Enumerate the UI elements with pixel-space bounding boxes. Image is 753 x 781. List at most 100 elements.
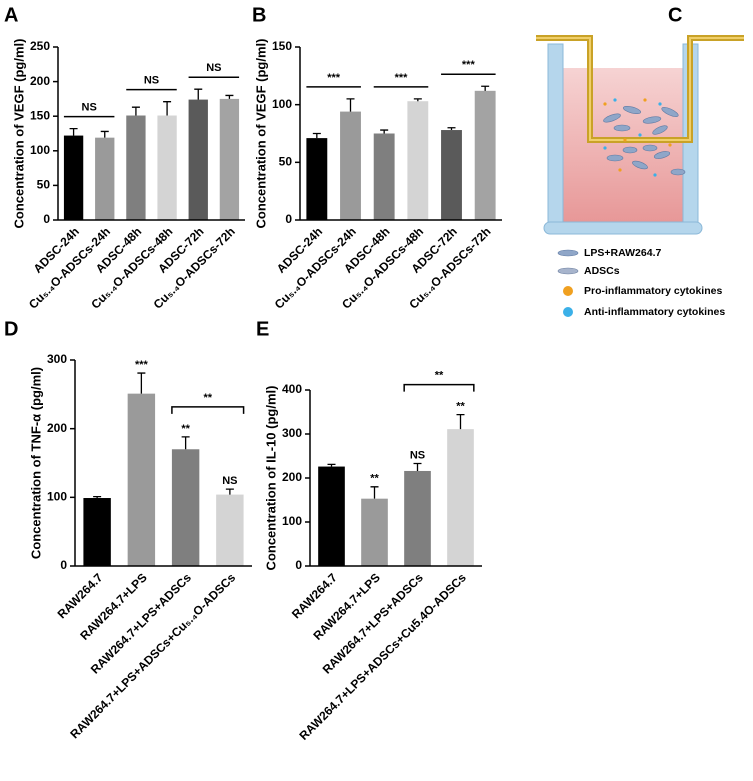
significance-label: **	[203, 392, 212, 404]
error-bar	[225, 94, 234, 99]
bar	[306, 138, 328, 220]
y-axis-label: Concentration of TNF-α (pg/ml)	[28, 367, 43, 559]
panel-letter: A	[4, 4, 18, 26]
y-tick-label: 100	[30, 143, 50, 157]
cytokines	[603, 98, 672, 177]
bar	[219, 98, 240, 220]
error-bar	[447, 127, 456, 131]
bar	[216, 494, 244, 566]
y-tick-label: 0	[295, 558, 302, 572]
bar	[404, 470, 431, 566]
y-tick-label: 400	[282, 382, 302, 396]
legend-icon	[557, 267, 579, 275]
y-tick-label: 100	[282, 514, 302, 528]
y-tick-label: 0	[43, 212, 50, 226]
legend: LPS+RAW264.7 ADSCs Pro-inflammatory cyto…	[557, 247, 725, 318]
bar	[474, 90, 496, 221]
significance-label: ***	[327, 72, 341, 84]
bar	[407, 101, 429, 220]
diagram: C LPS+RAW264.	[536, 4, 744, 318]
bar	[340, 111, 361, 220]
y-tick-label: 200	[282, 470, 302, 484]
significance-label: NS	[144, 75, 159, 87]
medium	[563, 68, 683, 224]
error-bar	[370, 486, 379, 499]
legend-icon	[557, 249, 579, 257]
error-bar	[181, 436, 190, 450]
bar	[188, 99, 208, 220]
y-tick-label: 50	[279, 155, 293, 169]
legend-icon	[563, 307, 573, 317]
panel-letter: D	[4, 318, 18, 340]
error-bar	[312, 132, 321, 139]
y-tick-label: 150	[272, 39, 292, 53]
error-bar	[93, 495, 102, 499]
legend-icon	[563, 286, 573, 296]
bar	[171, 449, 200, 566]
y-tick-label: 200	[30, 74, 50, 88]
bar	[95, 137, 115, 220]
bar	[361, 498, 388, 566]
bar	[83, 498, 111, 566]
significance-label: NS	[222, 475, 237, 487]
error-bar	[456, 413, 465, 430]
significance-bracket	[171, 406, 245, 414]
y-tick-label: 50	[37, 178, 51, 192]
bar	[373, 133, 395, 220]
significance-label: **	[435, 370, 444, 382]
y-tick-label: 0	[60, 558, 67, 572]
significance-label: NS	[206, 62, 221, 74]
y-axis-label: Concentration of VEGF (pg/ml)	[253, 39, 268, 229]
legend-label: Anti-inflammatory cytokines	[584, 306, 725, 318]
bar	[126, 115, 146, 220]
error-bar	[69, 128, 78, 136]
y-tick-label: 200	[47, 421, 67, 435]
significance-label: **	[456, 401, 465, 413]
error-bar	[163, 101, 172, 116]
x-tick-label: RAW264.7+LPS+ADSCs+Cu₅.₄O-ADSCs	[67, 570, 238, 741]
bar	[318, 466, 345, 566]
y-tick-label: 300	[47, 352, 67, 366]
significance-label: NS	[410, 449, 425, 461]
legend-label: LPS+RAW264.7	[584, 247, 661, 259]
y-axis-label: Concentration of VEGF (pg/ml)	[11, 39, 26, 229]
significance-label: ***	[135, 359, 149, 371]
y-tick-label: 250	[30, 39, 50, 53]
bar	[157, 115, 177, 220]
error-bar	[194, 88, 203, 100]
error-bar	[100, 130, 109, 138]
significance-label: NS	[82, 102, 97, 114]
error-bar	[137, 372, 146, 394]
well-wall	[547, 43, 564, 227]
significance-bracket	[403, 383, 475, 392]
significance-label: **	[370, 473, 379, 485]
y-tick-label: 100	[47, 490, 67, 504]
error-bar	[481, 85, 490, 91]
error-bar	[327, 463, 336, 467]
error-bar	[413, 98, 422, 102]
bar	[447, 429, 474, 566]
error-bar	[225, 488, 234, 495]
well-base	[543, 221, 703, 235]
bar	[441, 130, 462, 220]
y-tick-label: 0	[285, 212, 292, 226]
cells	[603, 105, 686, 176]
legend-label: ADSCs	[584, 265, 620, 277]
y-tick-label: 150	[30, 108, 50, 122]
insert-highlight	[536, 37, 744, 141]
panel-letter: B	[252, 4, 266, 26]
error-bar	[346, 98, 355, 112]
legend-label: Pro-inflammatory cytokines	[584, 285, 722, 297]
bar	[63, 135, 84, 220]
y-tick-label: 300	[282, 426, 302, 440]
y-axis-label: Concentration of IL-10 (pg/ml)	[263, 386, 278, 571]
panel-letter: C	[668, 4, 682, 26]
error-bar	[131, 106, 140, 116]
error-bar	[413, 462, 422, 471]
significance-label: **	[181, 423, 190, 435]
error-bar	[380, 129, 389, 134]
panel-letter: E	[256, 318, 269, 340]
significance-label: ***	[462, 59, 476, 71]
y-tick-label: 100	[272, 97, 292, 111]
